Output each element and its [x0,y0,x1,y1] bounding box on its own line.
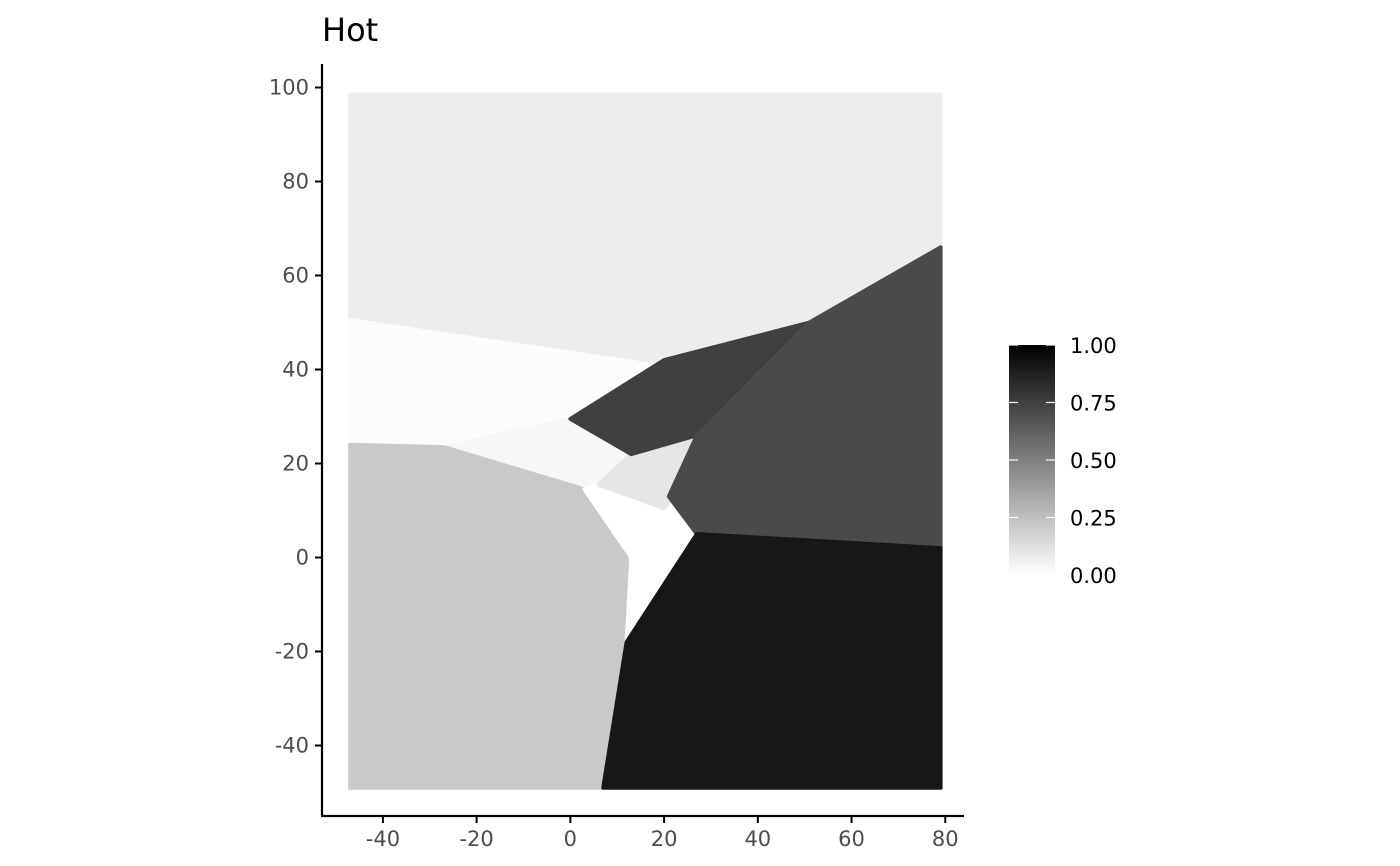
x-tick-label: -40 [366,827,400,851]
x-tick-label: -20 [459,827,493,851]
legend-label: 1.00 [1070,334,1117,358]
voronoi-tile-9 [601,532,943,790]
color-legend: 0.00 0.25 0.50 0.75 1.00 [1009,334,1117,588]
y-tick-label: 100 [269,76,309,100]
ticks-layer: -40 -20 0 20 40 60 80 -40 -20 0 20 40 60 80 100 [269,76,959,852]
chart-title: Hot [322,11,378,49]
x-tick-label: 0 [564,827,577,851]
legend-label: 0.25 [1070,507,1117,531]
y-tick-label: 60 [282,264,309,288]
tiles-layer [348,92,943,790]
y-tick-label: 40 [282,358,309,382]
legend-ticks: 0.00 0.25 0.50 0.75 1.00 [1009,334,1117,588]
y-tick-label: -20 [275,640,309,664]
legend-label: 0.50 [1070,449,1117,473]
y-tick-label: 0 [296,546,309,570]
x-tick-label: 20 [651,827,678,851]
x-tick-label: 60 [838,827,865,851]
y-tick-label: -40 [275,734,309,758]
axes [320,64,964,818]
legend-label: 0.00 [1070,564,1117,588]
x-tick-label: 40 [744,827,771,851]
x-tick-label: 80 [932,827,959,851]
y-tick-label: 80 [282,170,309,194]
legend-label: 0.75 [1070,392,1117,416]
y-tick-label: 20 [282,452,309,476]
